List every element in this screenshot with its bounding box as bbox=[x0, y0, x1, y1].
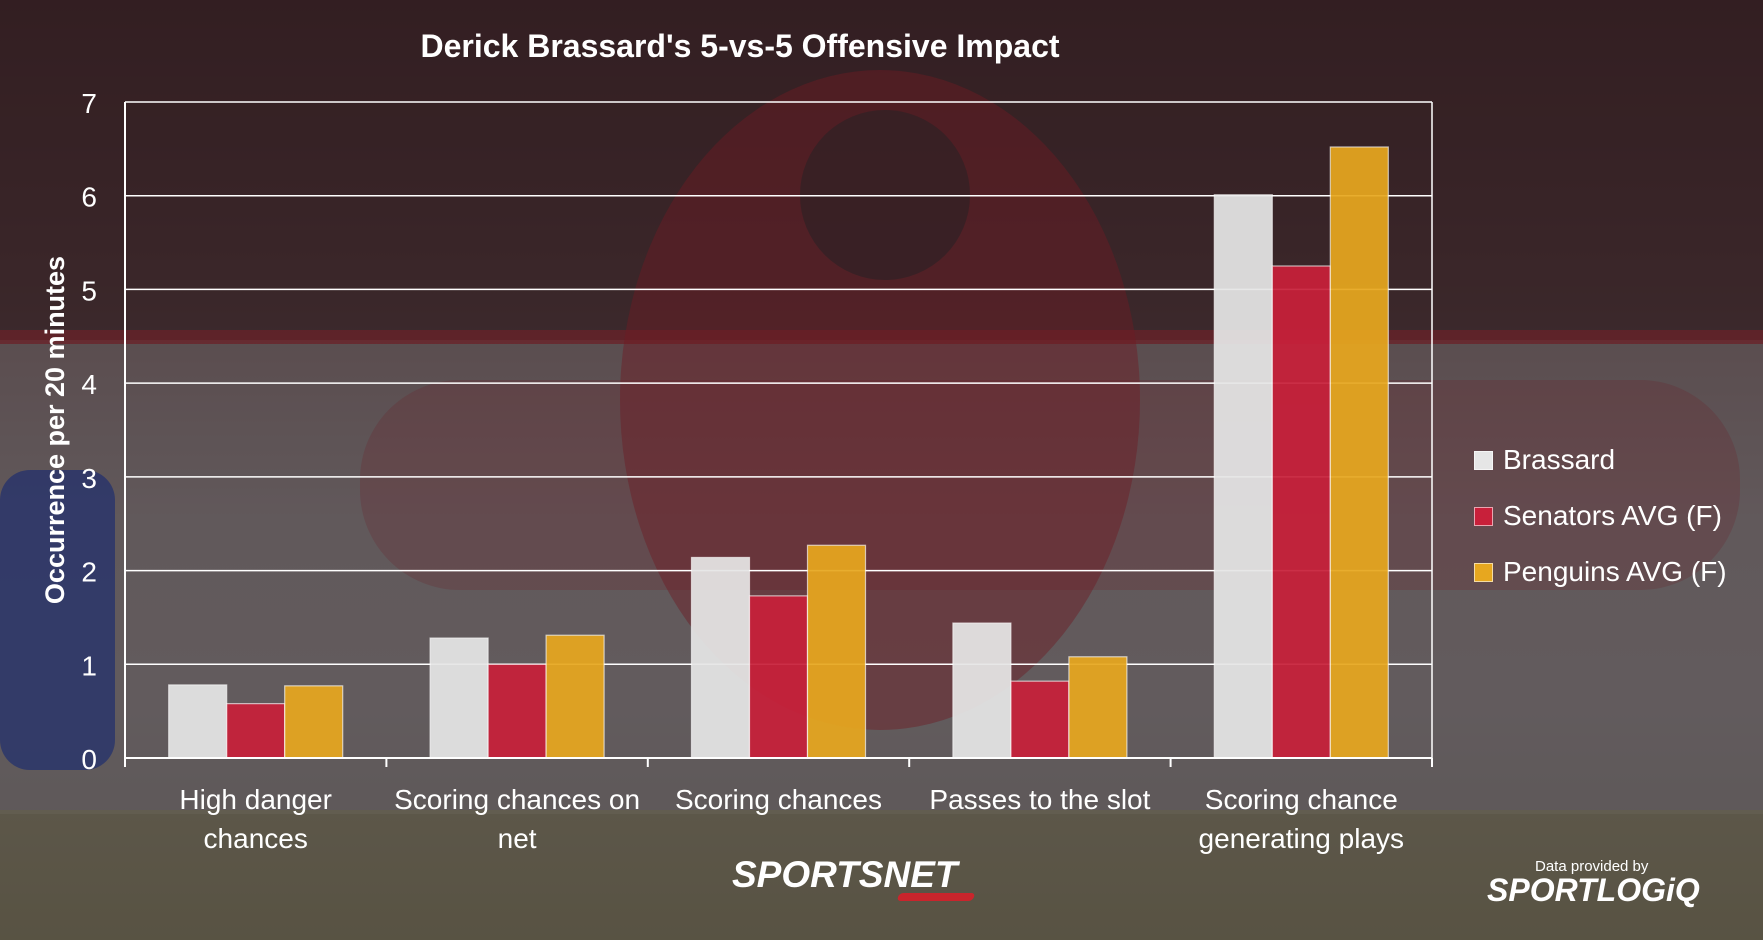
bar-0-4 bbox=[1213, 194, 1273, 759]
y-tick-label: 1 bbox=[81, 650, 97, 681]
bar-2-1 bbox=[545, 634, 605, 759]
category-label: High danger chances bbox=[179, 784, 332, 854]
data-provider-note: Data provided by bbox=[1535, 858, 1649, 875]
sportsnet-logo-swoosh bbox=[896, 893, 976, 901]
chart-title: Derick Brassard's 5-vs-5 Offensive Impac… bbox=[420, 28, 1060, 64]
y-tick-label: 0 bbox=[81, 744, 97, 775]
bar-2-3 bbox=[1068, 656, 1128, 759]
axes bbox=[124, 102, 1433, 767]
category-label: Scoring chance generating plays bbox=[1199, 784, 1404, 854]
category-label: Scoring chances on net bbox=[394, 784, 640, 854]
y-tick-label: 7 bbox=[81, 88, 97, 119]
bar-1-1 bbox=[487, 663, 547, 759]
bar-1-2 bbox=[748, 595, 809, 759]
legend-item-penguins: Penguins AVG (F) bbox=[1474, 544, 1727, 600]
legend-label-penguins: Penguins AVG (F) bbox=[1503, 556, 1727, 587]
legend-swatch-penguins bbox=[1474, 562, 1493, 582]
legend-label-brassard: Brassard bbox=[1503, 444, 1616, 475]
bar-0-1 bbox=[429, 637, 489, 759]
sportsnet-logo: SPORTSNET bbox=[732, 854, 958, 895]
sportlogiq-logo: SPORTLOGiQ bbox=[1487, 872, 1700, 908]
bars bbox=[168, 146, 1389, 759]
y-tick-label: 2 bbox=[81, 557, 97, 588]
legend-item-brassard: Brassard bbox=[1474, 432, 1727, 488]
legend-swatch-brassard bbox=[1474, 450, 1493, 470]
bar-1-3 bbox=[1010, 680, 1070, 759]
y-tick-label: 5 bbox=[81, 275, 97, 306]
y-tick-label: 4 bbox=[81, 369, 97, 400]
tick-labels: 0 1 2 3 4 5 6 7 bbox=[81, 88, 97, 775]
category-labels: High danger chances Scoring chances on net S… bbox=[179, 784, 1404, 854]
bar-0-2 bbox=[690, 556, 751, 759]
legend-swatch-senators bbox=[1474, 506, 1493, 526]
bar-2-0 bbox=[284, 685, 344, 759]
category-label: Passes to the slot bbox=[929, 784, 1150, 815]
bar-0-3 bbox=[952, 622, 1012, 759]
bar-2-4 bbox=[1329, 146, 1389, 759]
bar-0-0 bbox=[168, 684, 228, 759]
legend: Brassard Senators AVG (F) Penguins AVG (… bbox=[1474, 432, 1727, 600]
bar-1-4 bbox=[1271, 265, 1331, 759]
y-tick-label: 3 bbox=[81, 463, 97, 494]
bar-2-2 bbox=[806, 544, 867, 759]
bar-1-0 bbox=[226, 703, 286, 759]
y-tick-label: 6 bbox=[81, 182, 97, 213]
legend-label-senators: Senators AVG (F) bbox=[1503, 500, 1722, 531]
y-axis-label: Occurrence per 20 minutes bbox=[40, 256, 70, 604]
legend-item-senators: Senators AVG (F) bbox=[1474, 488, 1727, 544]
category-label: Scoring chances bbox=[675, 784, 882, 815]
